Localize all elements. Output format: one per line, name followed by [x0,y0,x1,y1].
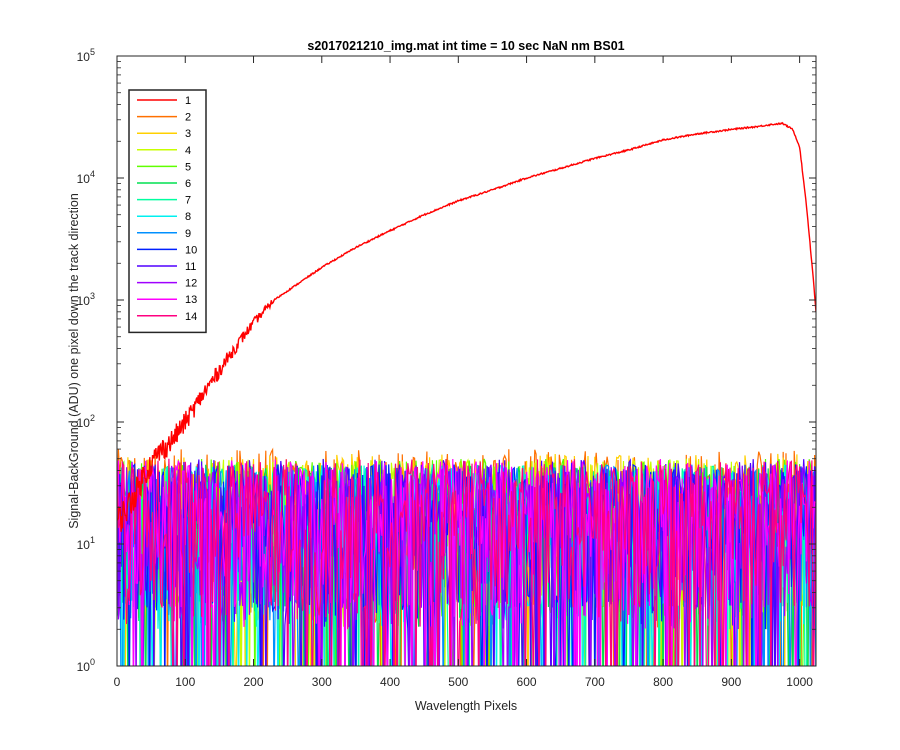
x-axis-label: Wavelength Pixels [415,699,517,713]
y-tick-label: 101 [77,535,95,552]
y-tick-label: 100 [77,657,95,674]
series-layer [117,121,816,666]
legend-label-1: 1 [185,95,191,107]
x-tick-label: 500 [448,675,468,689]
y-tick-label: 105 [77,47,95,64]
legend-box [128,89,207,334]
y-tick-label: 104 [77,169,95,186]
legend-label-2: 2 [185,112,191,124]
legend-label-12: 12 [185,278,197,290]
x-tick-label: 700 [585,675,605,689]
series-line-14 [117,458,816,666]
x-tick-label: 200 [244,675,264,689]
series-line-1 [117,121,816,532]
legend-label-3: 3 [185,128,191,140]
legend-label-14: 14 [185,311,197,323]
y-tick-label: 102 [77,413,95,430]
legend-label-13: 13 [185,294,197,306]
x-tick-label: 400 [380,675,400,689]
legend-label-9: 9 [185,228,191,240]
ticks-layer: 0 100 200 300 400 500 600 700 800 900 100010010110… [77,47,816,689]
y-axis-label: Signal-BackGround (ADU) one pixel down t… [67,193,81,529]
chart-title: s2017021210_img.mat int time = 10 sec Na… [307,39,624,53]
legend-label-6: 6 [185,178,191,190]
legend-label-5: 5 [185,161,191,173]
plot-frame [116,55,817,667]
x-tick-label: 900 [721,675,741,689]
x-tick-label: 800 [653,675,673,689]
x-tick-label: 0 [114,675,121,689]
y-tick-label: 103 [77,291,95,308]
legend-label-4: 4 [185,145,191,157]
legend-label-10: 10 [185,244,197,256]
x-tick-label: 1000 [786,675,813,689]
legend-label-8: 8 [185,211,191,223]
x-tick-label: 600 [517,675,537,689]
x-tick-label: 300 [312,675,332,689]
x-tick-label: 100 [175,675,195,689]
legend-label-11: 11 [185,261,196,273]
legend-label-7: 7 [185,195,191,207]
